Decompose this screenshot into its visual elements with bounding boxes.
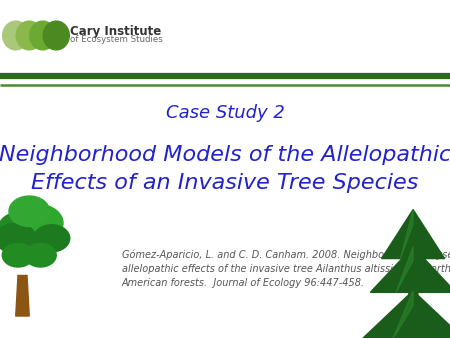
Circle shape	[0, 223, 36, 254]
Polygon shape	[408, 289, 419, 316]
Text: Neighborhood Models of the Allelopathic
Effects of an Invasive Tree Species: Neighborhood Models of the Allelopathic …	[0, 145, 450, 193]
Polygon shape	[16, 275, 29, 316]
Text: of Ecosystem Studies: of Ecosystem Studies	[70, 35, 162, 44]
Polygon shape	[400, 210, 413, 259]
Polygon shape	[361, 291, 450, 338]
Ellipse shape	[3, 21, 29, 50]
Polygon shape	[370, 247, 450, 292]
Text: Cary Institute: Cary Institute	[70, 25, 161, 38]
Circle shape	[14, 204, 63, 242]
Circle shape	[25, 243, 56, 267]
Polygon shape	[392, 291, 413, 338]
Circle shape	[9, 196, 50, 226]
Ellipse shape	[43, 21, 69, 50]
Ellipse shape	[400, 312, 427, 318]
Circle shape	[34, 225, 70, 252]
Polygon shape	[396, 247, 413, 292]
Polygon shape	[382, 210, 445, 259]
Ellipse shape	[16, 21, 42, 50]
Circle shape	[2, 243, 34, 267]
Text: Gómez-Aparicio, L. and C. D. Canham. 2008. Neighborhood analyses of the
allelopa: Gómez-Aparicio, L. and C. D. Canham. 200…	[122, 249, 450, 288]
Text: Case Study 2: Case Study 2	[166, 104, 284, 122]
Circle shape	[0, 211, 47, 248]
Ellipse shape	[30, 21, 56, 50]
